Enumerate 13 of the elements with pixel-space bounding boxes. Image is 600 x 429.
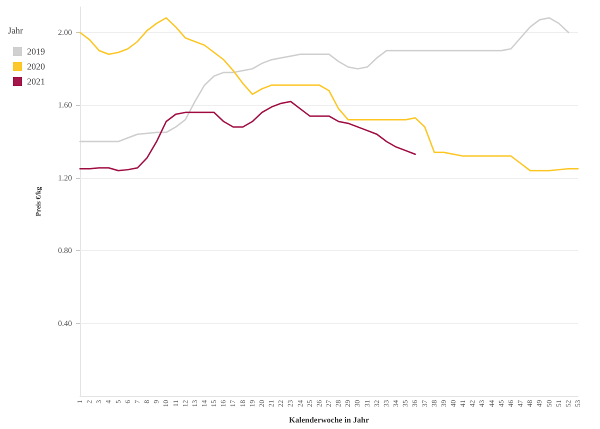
y-tick-label: 1.60 [58,100,72,110]
legend-title: Jahr [8,26,23,36]
line-series [79,17,579,172]
x-axis-title: Kalenderwoche in Jahr [289,416,370,424]
y-tick-label: 1.20 [58,173,72,182]
y-tick-label: 0.80 [58,246,72,256]
line-series [79,100,416,172]
y-tick-label: 0.40 [58,318,72,328]
legend-label: 2021 [27,76,45,86]
line-series [79,17,570,142]
y-tick-label: 2.00 [58,28,72,37]
legend-label: 2020 [27,62,46,72]
legend-label: 2019 [27,46,46,56]
